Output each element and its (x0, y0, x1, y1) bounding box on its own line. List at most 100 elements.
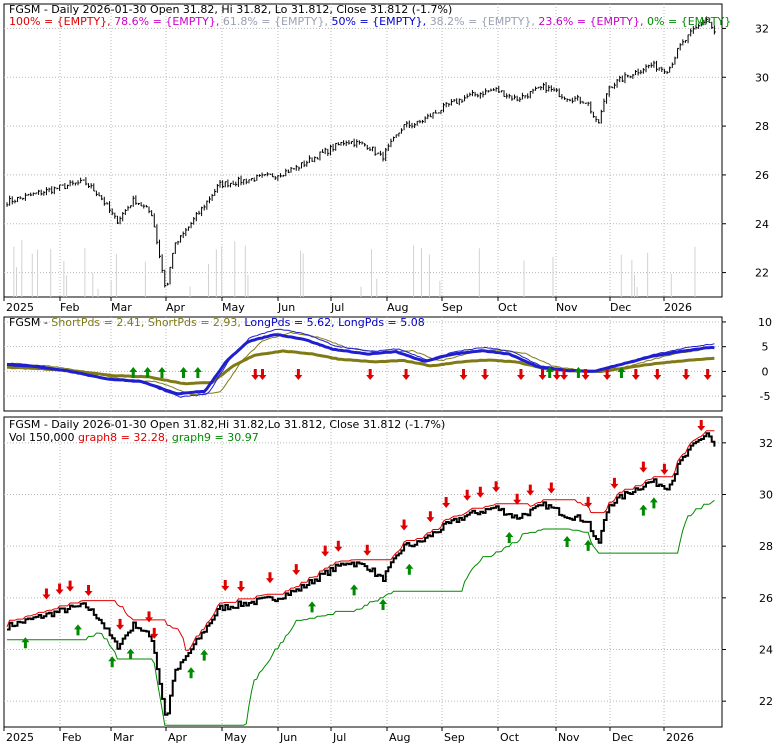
osc-sell-arrow (481, 369, 490, 380)
osc-buy-arrow (179, 367, 188, 378)
buy-arrow (126, 648, 135, 660)
osc-legend-item: LongPds = 5.08 (338, 316, 425, 329)
sell-arrow (426, 511, 435, 523)
stop-y-tick-label: 32 (759, 437, 773, 450)
sell-arrow (697, 420, 706, 431)
stop-y-tick-label: 24 (759, 644, 773, 657)
sell-arrow (513, 493, 522, 505)
osc-legend: FGSM - ShortPds = 2.41, ShortPds = 2.93,… (9, 316, 425, 329)
fib-legend-item: 61.8% = {EMPTY}, (223, 15, 332, 28)
buy-arrow (350, 584, 359, 596)
osc-buy-arrow (193, 367, 202, 378)
stop-x-tick-label: Nov (558, 731, 580, 744)
osc-y-tick-label: 10 (758, 316, 772, 329)
osc-buy-arrow (143, 367, 152, 378)
oscillator-panel-frame (3, 316, 723, 412)
stop-x-tick-label: Mar (113, 731, 134, 744)
sell-arrow (150, 627, 159, 639)
sell-arrow (363, 544, 372, 556)
sell-arrow (55, 583, 64, 595)
osc-sell-arrow (603, 369, 612, 380)
price-x-tick-label: Dec (610, 301, 631, 314)
stop-x-tick-label: Jun (279, 731, 297, 744)
price-x-tick-label: Oct (498, 301, 518, 314)
price-x-tick-label: 2025 (6, 301, 34, 314)
buy-arrow (379, 598, 388, 610)
fib-legend-item: 23.6% = {EMPTY}, (538, 15, 647, 28)
buy-arrow (405, 563, 414, 575)
osc-buy-arrow (574, 367, 583, 378)
osc-y-tick-label: 5 (762, 341, 769, 354)
buy-arrow (200, 649, 209, 661)
price-y-tick-label: 28 (755, 120, 769, 133)
sell-arrow (660, 463, 669, 475)
osc-y-tick-label: -5 (760, 390, 771, 403)
buy-arrow (74, 624, 82, 636)
osc-sell-arrow (251, 369, 260, 380)
osc-legend-item: ShortPds = 2.41, (51, 316, 148, 329)
sell-arrow (463, 489, 472, 501)
osc-buy-arrow (545, 367, 554, 378)
osc-title: FGSM - (9, 316, 51, 329)
price-title: FGSM - Daily 2026-01-30 Open 31.82, Hi 3… (9, 3, 452, 16)
buy-arrow (21, 637, 30, 649)
sell-arrow (321, 545, 330, 557)
osc-sell-arrow (258, 369, 267, 380)
fib-legend-item: 78.6% = {EMPTY}, (114, 15, 223, 28)
stop-legend-item: graph8 = 32.28, (78, 431, 172, 444)
price-y-tick-label: 30 (755, 71, 769, 84)
osc-sell-arrow (459, 369, 468, 380)
osc-series-line (6, 333, 715, 396)
buy-arrow (563, 536, 572, 548)
sell-arrow (584, 496, 593, 508)
osc-legend-item: ShortPds = 2.93, (148, 316, 245, 329)
osc-sell-arrow (294, 369, 303, 380)
sell-arrow (526, 484, 535, 496)
osc-sell-arrow (366, 369, 375, 380)
stop-x-tick-label: 2026 (666, 731, 694, 744)
price-y-tick-label: 26 (755, 169, 769, 182)
buy-arrow (649, 497, 658, 509)
price-x-tick-label: 2026 (664, 301, 692, 314)
sell-arrow (84, 585, 93, 597)
sell-arrow (492, 481, 501, 493)
sell-arrow (334, 540, 343, 552)
stop-x-tick-label: Apr (168, 731, 188, 744)
osc-buy-arrow (157, 367, 166, 378)
fib-legend: 100% = {EMPTY}, 78.6% = {EMPTY}, 61.8% =… (9, 15, 731, 28)
stop-legend: Vol 150,000 graph8 = 32.28, graph9 = 30.… (9, 431, 259, 444)
fib-legend-item: 100% = {EMPTY}, (9, 15, 114, 28)
stop-title: FGSM - Daily 2026-01-30 Open 31.82,Hi 31… (9, 418, 445, 431)
stop-price-line (7, 432, 716, 716)
buy-arrow (308, 601, 317, 613)
osc-sell-arrow (653, 369, 662, 380)
price-x-tick-label: Nov (556, 301, 578, 314)
fib-legend-item: 0% = {EMPTY} (647, 15, 731, 28)
sell-arrow (442, 497, 451, 509)
price-panel-frame (3, 3, 723, 298)
osc-sell-arrow (682, 369, 691, 380)
sell-arrow (42, 588, 51, 600)
osc-sell-arrow (516, 369, 525, 380)
stop-panel-frame (3, 416, 723, 728)
sell-arrow (116, 618, 125, 630)
price-x-tick-label: Mar (111, 301, 132, 314)
osc-legend-item: LongPds = 5.62, (244, 316, 338, 329)
osc-sell-arrow (703, 369, 712, 380)
sell-arrow (610, 477, 619, 489)
osc-sell-arrow (560, 369, 569, 380)
price-x-tick-label: Feb (60, 301, 79, 314)
stop-x-tick-label: May (224, 731, 247, 744)
stop-x-tick-label: Aug (389, 731, 410, 744)
price-y-tick-label: 22 (755, 267, 769, 280)
stop-lower-line (7, 499, 715, 726)
osc-sell-arrow (631, 369, 640, 380)
stop-y-tick-label: 30 (759, 489, 773, 502)
sell-arrow (292, 564, 301, 576)
stop-upper-line (6, 430, 715, 651)
price-y-tick-label: 32 (755, 22, 769, 35)
osc-sell-arrow (538, 369, 547, 380)
price-x-tick-label: Sep (442, 301, 463, 314)
